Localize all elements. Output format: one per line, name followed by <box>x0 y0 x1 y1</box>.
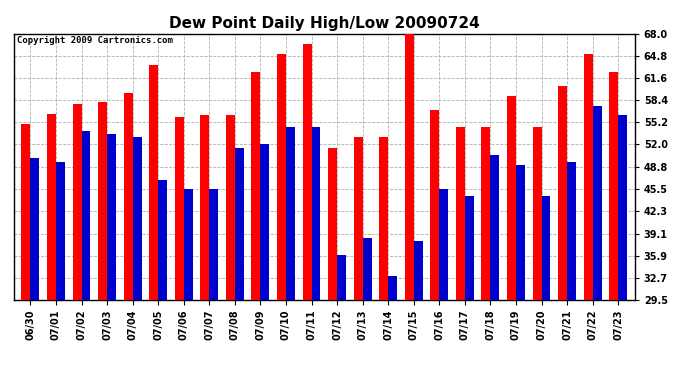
Bar <box>132 138 141 300</box>
Bar <box>226 116 235 300</box>
Bar <box>47 114 56 300</box>
Bar <box>516 165 525 300</box>
Bar <box>184 189 193 300</box>
Bar <box>491 155 500 300</box>
Bar <box>405 34 414 300</box>
Title: Dew Point Daily High/Low 20090724: Dew Point Daily High/Low 20090724 <box>169 16 480 31</box>
Bar <box>584 54 593 300</box>
Bar <box>456 127 465 300</box>
Bar <box>440 189 449 300</box>
Bar <box>260 144 269 300</box>
Bar <box>507 96 516 300</box>
Bar <box>149 65 158 300</box>
Bar <box>286 127 295 300</box>
Bar <box>72 104 81 300</box>
Bar <box>328 148 337 300</box>
Bar <box>380 138 388 300</box>
Bar <box>354 138 363 300</box>
Bar <box>107 134 116 300</box>
Bar <box>609 72 618 300</box>
Bar <box>482 127 491 300</box>
Bar <box>158 180 167 300</box>
Bar <box>209 189 218 300</box>
Bar <box>414 241 423 300</box>
Bar <box>363 238 372 300</box>
Bar <box>277 54 286 300</box>
Bar <box>567 162 576 300</box>
Bar <box>98 102 107 300</box>
Bar <box>175 117 184 300</box>
Bar <box>235 148 244 300</box>
Bar <box>30 158 39 300</box>
Bar <box>81 130 90 300</box>
Bar <box>311 127 320 300</box>
Bar <box>200 116 209 300</box>
Bar <box>124 93 132 300</box>
Bar <box>303 44 311 300</box>
Bar <box>251 72 260 300</box>
Bar <box>618 116 627 300</box>
Bar <box>558 86 567 300</box>
Bar <box>431 110 440 300</box>
Bar <box>593 106 602 300</box>
Text: Copyright 2009 Cartronics.com: Copyright 2009 Cartronics.com <box>17 36 172 45</box>
Bar <box>21 124 30 300</box>
Bar <box>465 196 474 300</box>
Bar <box>533 127 542 300</box>
Bar <box>56 162 65 300</box>
Bar <box>542 196 551 300</box>
Bar <box>388 276 397 300</box>
Bar <box>337 255 346 300</box>
